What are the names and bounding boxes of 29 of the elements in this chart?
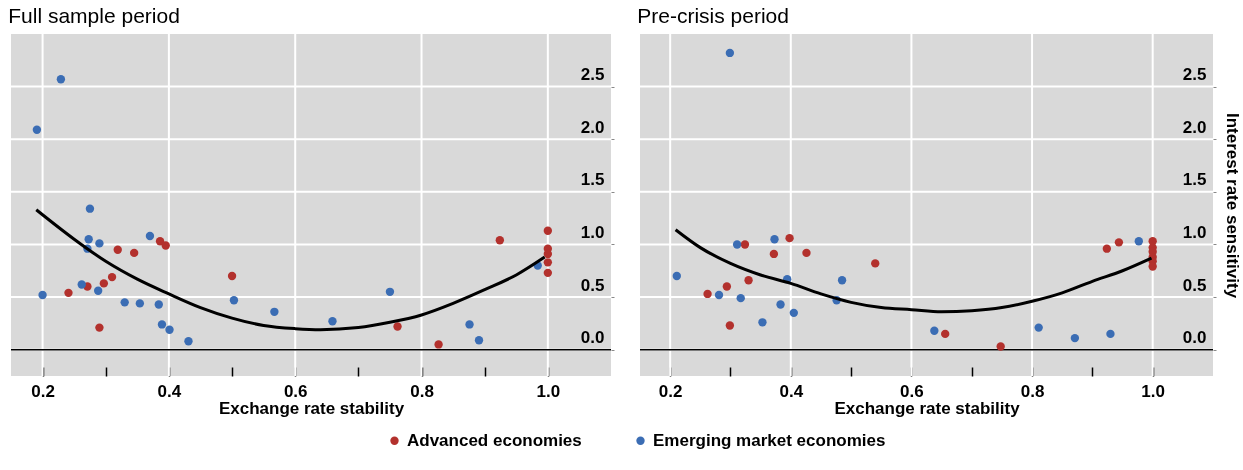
y-tick-label: 0.0 (580, 328, 605, 348)
legend-label: Advanced economies (407, 430, 582, 450)
x-tick-label: 0.6 (283, 381, 308, 401)
x-axis-title: Exchange rate stability (218, 398, 405, 418)
y-axis-title: Interest rate sensitivity (1223, 112, 1242, 299)
legend-label: Emerging market economies (653, 430, 886, 450)
y-tick-label: 0.0 (1182, 328, 1207, 348)
x-tick-label: 1.0 (536, 381, 561, 401)
x-tick-label: 0.4 (157, 381, 182, 401)
y-tick-label: 2.5 (1182, 65, 1207, 85)
chart-title: Pre-crisis period (637, 4, 789, 27)
y-tick-label: 0.5 (1182, 275, 1207, 295)
y-tick-label: 1.5 (1182, 170, 1207, 190)
x-axis-title: Exchange rate stability (834, 398, 1021, 418)
y-tick-label: 1.0 (580, 222, 605, 242)
chart-title: Full sample period (8, 4, 180, 27)
y-tick-label: 1.0 (1182, 222, 1207, 242)
x-tick-label: 0.8 (1020, 381, 1045, 401)
y-tick-label: 2.0 (1182, 117, 1207, 137)
x-tick-label: 0.8 (410, 381, 434, 401)
y-tick-label: 1.5 (580, 170, 605, 190)
x-tick-label: 0.4 (779, 381, 804, 401)
x-tick-label: 0.6 (900, 381, 924, 401)
y-tick-label: 2.0 (580, 117, 605, 137)
y-tick-label: 0.5 (580, 275, 605, 295)
y-tick-label: 2.5 (580, 65, 605, 85)
x-tick-label: 0.2 (31, 381, 55, 401)
x-tick-label: 0.2 (658, 381, 683, 401)
x-tick-label: 1.0 (1141, 381, 1165, 401)
